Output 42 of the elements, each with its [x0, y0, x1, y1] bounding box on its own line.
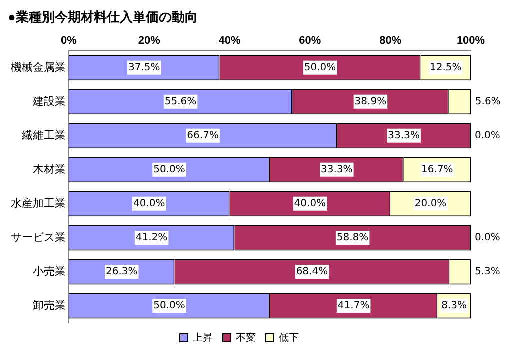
y-tick-label: 繊維工業: [21, 128, 66, 142]
data-label: 8.3%: [442, 300, 468, 312]
data-label: 40.0%: [294, 198, 326, 210]
data-label: 5.6%: [475, 96, 501, 108]
data-label: 38.9%: [354, 96, 387, 108]
data-label: 0.0%: [475, 232, 500, 244]
y-tick-label: 機械金属業: [11, 60, 66, 74]
legend-label: 低下: [279, 332, 299, 344]
data-label: 41.7%: [338, 300, 370, 312]
data-label: 50.0%: [154, 300, 186, 312]
legend-label: 不変: [236, 332, 256, 344]
chart-title: ●業種別今期材料仕入単価の動向: [8, 9, 198, 24]
y-tick-label: 小売業: [33, 264, 66, 278]
x-tick-label: 80%: [380, 35, 402, 48]
x-tick-label: 40%: [218, 35, 242, 48]
y-tick-label: 建設業: [32, 94, 66, 108]
y-tick-label: 木材業: [33, 162, 66, 176]
y-tick-label: 卸売業: [33, 299, 66, 312]
data-label: 66.7%: [187, 130, 219, 142]
data-label: 55.6%: [164, 96, 197, 108]
data-label: 68.4%: [296, 266, 328, 278]
data-label: 0.0%: [475, 130, 500, 142]
data-label: 20.0%: [414, 198, 447, 210]
data-label: 50.0%: [154, 164, 186, 176]
data-label: 37.5%: [128, 62, 160, 74]
x-tick-label: 100%: [456, 35, 486, 48]
legend-label: 上昇: [193, 332, 213, 344]
x-tick-label: 20%: [138, 35, 161, 48]
data-label: 16.7%: [422, 164, 454, 176]
x-tick-label: 60%: [299, 35, 322, 48]
x-tick-label: 0%: [61, 35, 78, 48]
data-label: 12.5%: [430, 62, 462, 74]
y-tick-label: 水産加工業: [11, 196, 66, 210]
data-label: 41.2%: [136, 232, 168, 244]
data-label: 40.0%: [134, 198, 166, 210]
data-label: 5.3%: [475, 266, 500, 278]
y-tick-label: サービス業: [11, 232, 66, 244]
data-label: 58.8%: [336, 232, 369, 244]
data-label: 33.3%: [321, 164, 353, 176]
data-label: 33.3%: [388, 130, 420, 142]
data-label: 26.3%: [106, 266, 138, 278]
data-label: 50.0%: [304, 62, 336, 74]
